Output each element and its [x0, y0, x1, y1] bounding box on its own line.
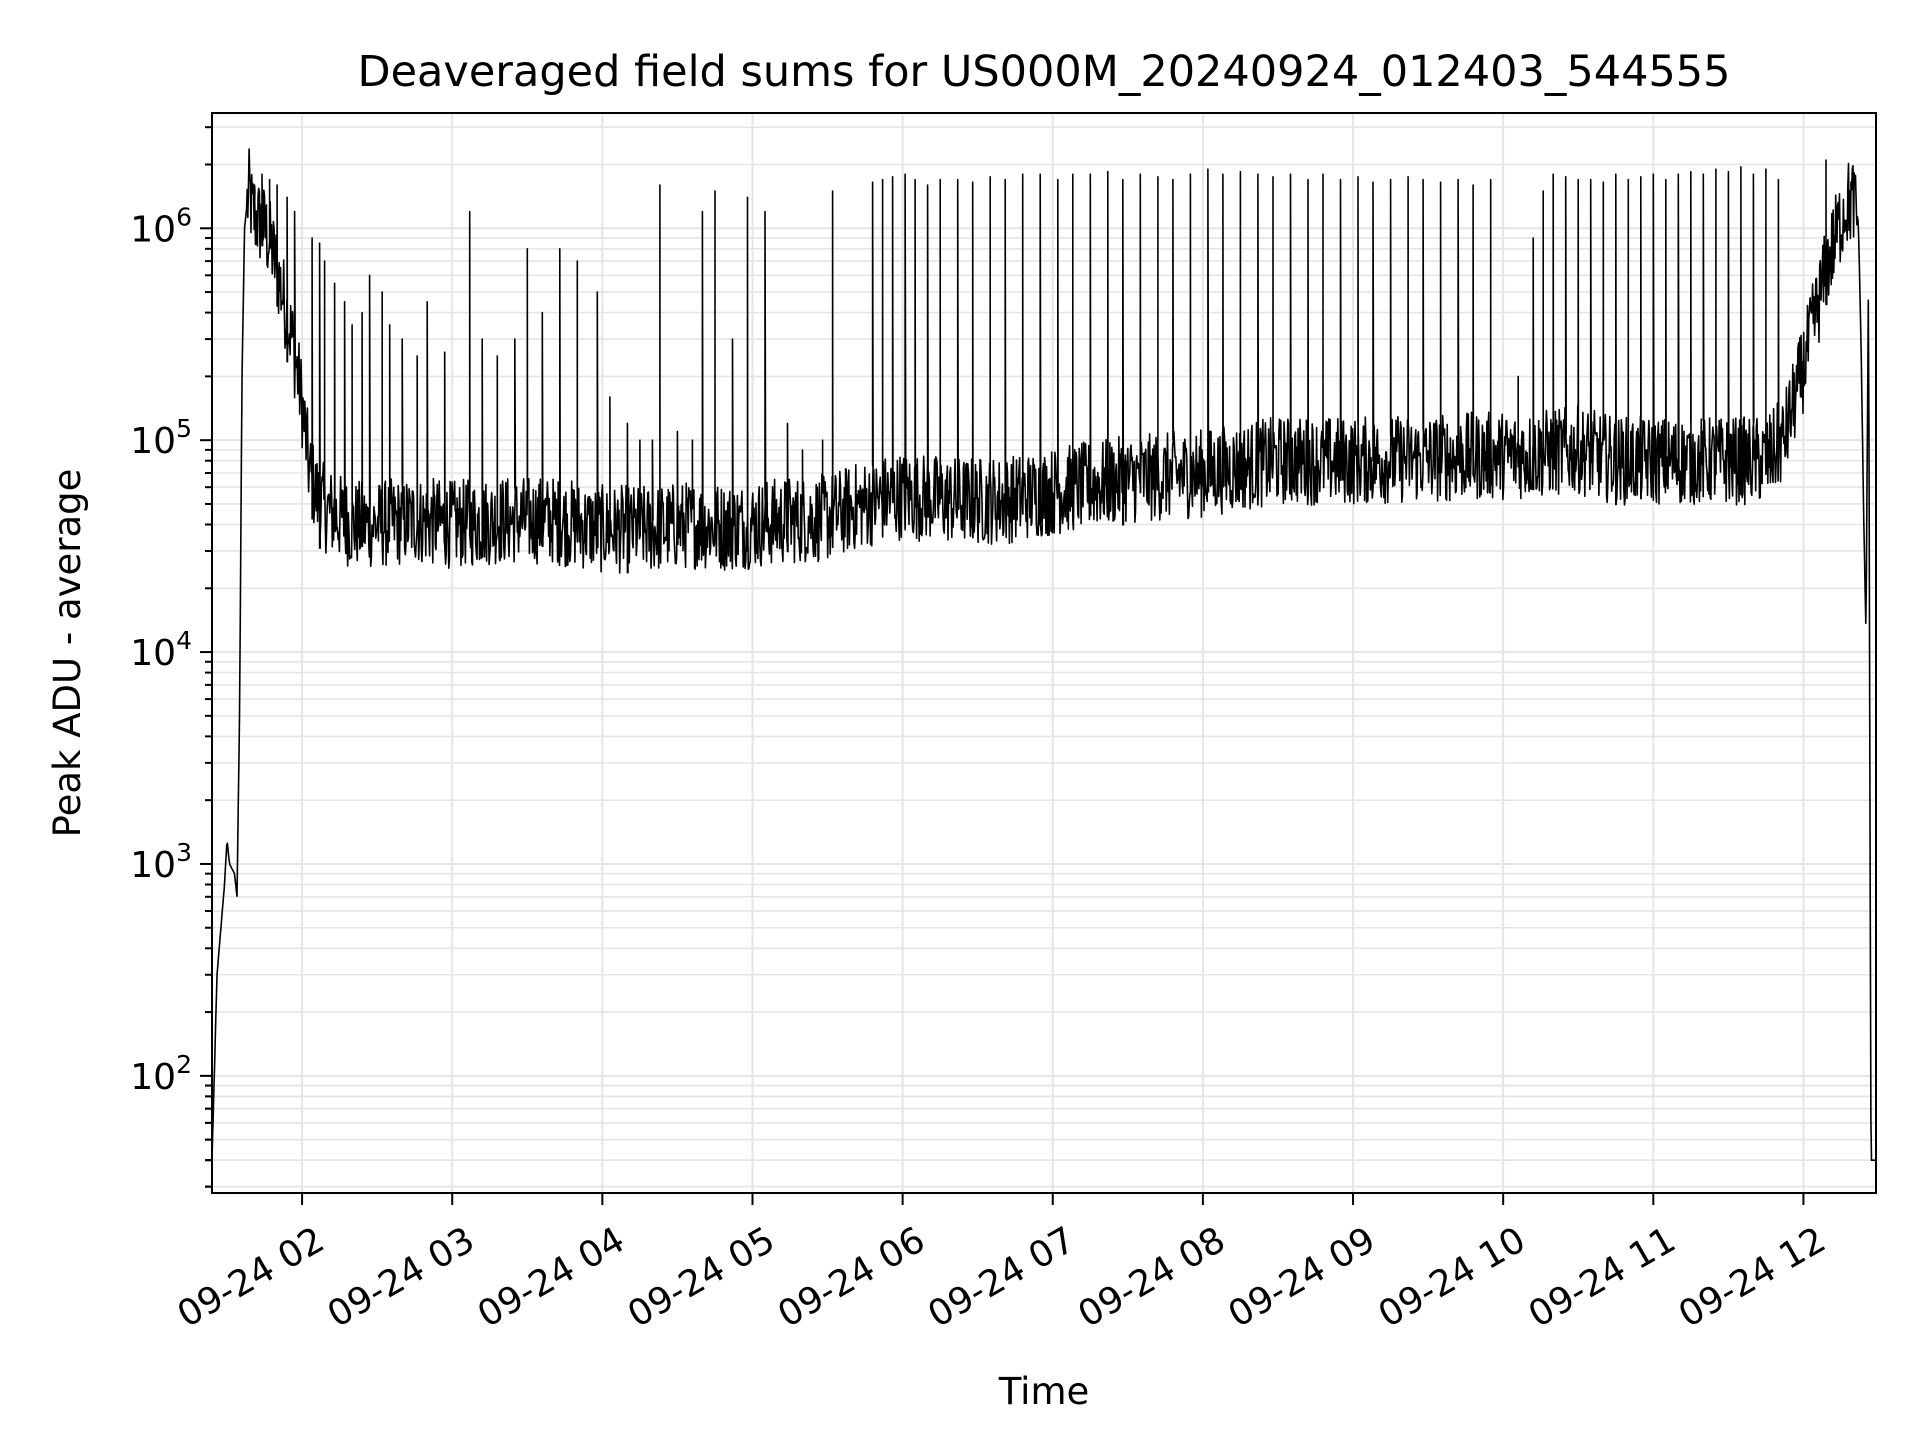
y-tick-label: 103 [130, 838, 192, 886]
y-tick-label: 102 [130, 1050, 192, 1098]
x-axis-label: Time [998, 1370, 1090, 1413]
y-tick-label: 106 [130, 202, 192, 250]
y-axis-label: Peak ADU - average [46, 469, 89, 838]
y-tick-label: 104 [130, 626, 192, 674]
y-tick-label: 105 [130, 414, 192, 462]
grid [212, 113, 1876, 1193]
series-line [212, 148, 1876, 1193]
data-layer [212, 148, 1876, 1193]
chart-title: Deaveraged field sums for US000M_2024092… [357, 47, 1730, 97]
